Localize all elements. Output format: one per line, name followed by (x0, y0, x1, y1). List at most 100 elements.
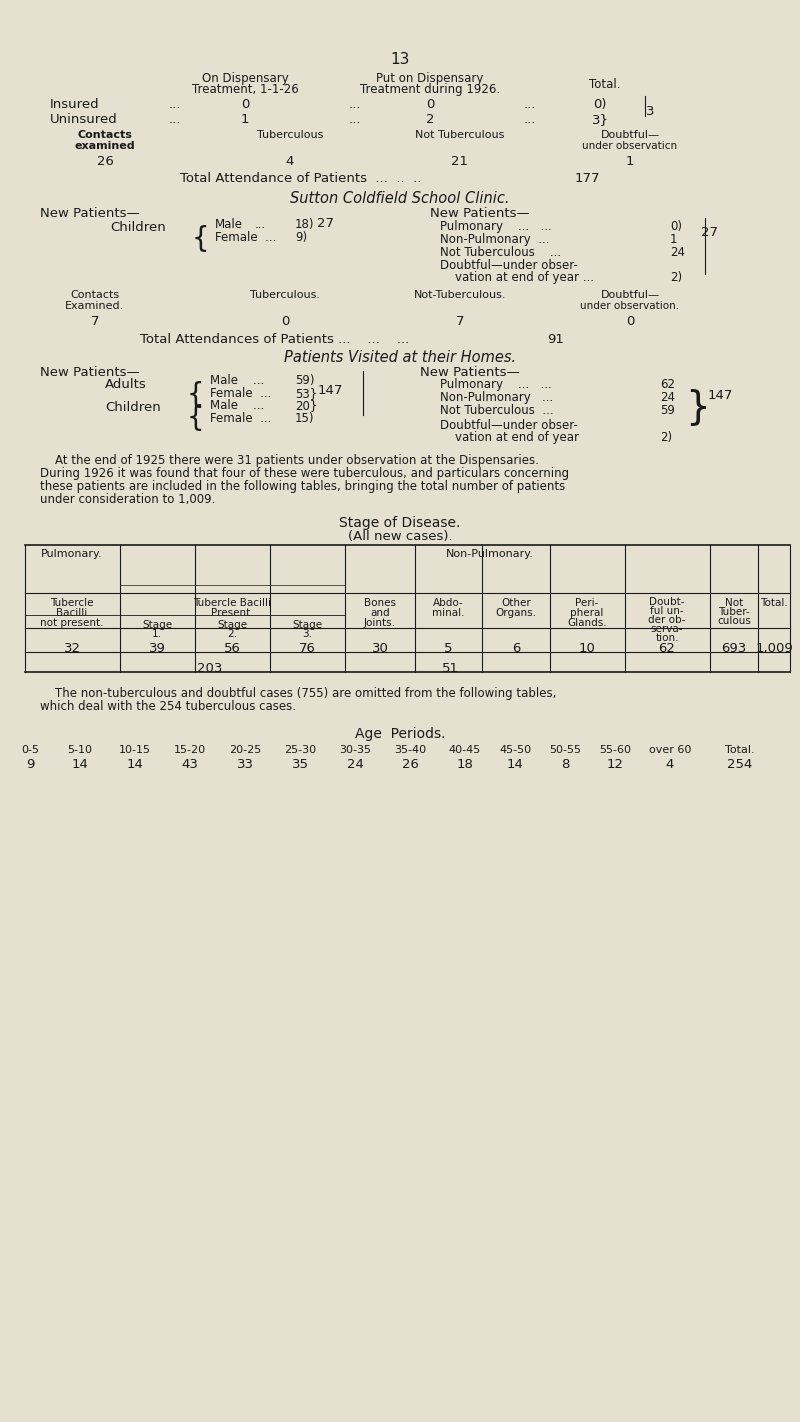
Text: 50-55: 50-55 (549, 745, 581, 755)
Text: 9: 9 (26, 758, 34, 771)
Text: under observation.: under observation. (581, 301, 679, 311)
Text: Stage: Stage (292, 620, 322, 630)
Text: {: { (186, 404, 204, 432)
Text: Uninsured: Uninsured (50, 112, 118, 127)
Text: 2: 2 (426, 112, 434, 127)
Text: vation at end of year: vation at end of year (455, 431, 579, 444)
Text: Pulmonary    ...   ...: Pulmonary ... ... (440, 220, 552, 233)
Text: 12: 12 (606, 758, 623, 771)
Text: 254: 254 (727, 758, 753, 771)
Text: Doubt-: Doubt- (650, 597, 685, 607)
Text: under observatiсn: under observatiсn (582, 141, 678, 151)
Text: 27: 27 (317, 218, 334, 230)
Text: 147: 147 (707, 390, 733, 402)
Text: 1,009: 1,009 (755, 641, 793, 656)
Text: 59: 59 (660, 404, 675, 417)
Text: 59): 59) (295, 374, 314, 387)
Text: 39: 39 (149, 641, 166, 656)
Text: New Patients—: New Patients— (40, 208, 140, 220)
Text: 27: 27 (702, 226, 718, 239)
Text: Not-Tuberculous.: Not-Tuberculous. (414, 290, 506, 300)
Text: Stage of Disease.: Stage of Disease. (339, 516, 461, 530)
Text: 3}: 3} (591, 112, 609, 127)
Text: Stage: Stage (217, 620, 247, 630)
Text: Peri-: Peri- (575, 599, 598, 609)
Text: minal.: minal. (432, 609, 464, 619)
Text: 26: 26 (402, 758, 418, 771)
Text: which deal with the 254 tuberculous cases.: which deal with the 254 tuberculous case… (40, 700, 296, 712)
Text: Children: Children (105, 401, 161, 414)
Text: 0: 0 (426, 98, 434, 111)
Text: 21: 21 (451, 155, 469, 168)
Text: 14: 14 (126, 758, 143, 771)
Text: Doubtful—: Doubtful— (601, 129, 659, 139)
Text: vation at end of year ...: vation at end of year ... (455, 272, 594, 284)
Text: Stage: Stage (142, 620, 172, 630)
Text: tion.: tion. (655, 633, 678, 643)
Text: 4: 4 (666, 758, 674, 771)
Text: 0): 0) (670, 220, 682, 233)
Text: Bacilli: Bacilli (56, 609, 88, 619)
Text: Male    ...: Male ... (210, 400, 264, 412)
Text: Contacts: Contacts (70, 290, 119, 300)
Text: 24: 24 (660, 391, 675, 404)
Text: 7: 7 (90, 316, 99, 328)
Text: 203: 203 (198, 663, 222, 675)
Text: ...: ... (255, 218, 266, 230)
Text: 0-5: 0-5 (21, 745, 39, 755)
Text: At the end of 1925 there were 31 patients under observation at the Dispensaries.: At the end of 1925 there were 31 patient… (55, 454, 539, 466)
Text: Pulmonary    ...   ...: Pulmonary ... ... (440, 378, 552, 391)
Text: 35-40: 35-40 (394, 745, 426, 755)
Text: Total Attendance of Patients  ...  ..  ..: Total Attendance of Patients ... .. .. (180, 172, 422, 185)
Text: Total.: Total. (760, 599, 788, 609)
Text: Non-Pulmonary.: Non-Pulmonary. (446, 549, 534, 559)
Text: Non-Pulmonary  ...: Non-Pulmonary ... (440, 233, 550, 246)
Text: ...: ... (524, 98, 536, 111)
Text: Glands.: Glands. (567, 619, 607, 629)
Text: 2): 2) (660, 431, 672, 444)
Text: Doubtful—: Doubtful— (601, 290, 659, 300)
Text: The non-tuberculous and doubtful cases (755) are omitted from the following tabl: The non-tuberculous and doubtful cases (… (55, 687, 556, 700)
Text: 20-25: 20-25 (229, 745, 261, 755)
Text: Tuberculous: Tuberculous (257, 129, 323, 139)
Text: 18: 18 (457, 758, 474, 771)
Text: Male: Male (215, 218, 243, 230)
Text: over 60: over 60 (649, 745, 691, 755)
Text: ...: ... (524, 112, 536, 127)
Text: Female  ...: Female ... (215, 230, 276, 245)
Text: these patients are included in the following tables, bringing the total number o: these patients are included in the follo… (40, 481, 566, 493)
Text: 1: 1 (670, 233, 678, 246)
Text: 15-20: 15-20 (174, 745, 206, 755)
Text: Tubercle Bacilli: Tubercle Bacilli (193, 599, 271, 609)
Text: 5-10: 5-10 (67, 745, 93, 755)
Text: 55-60: 55-60 (599, 745, 631, 755)
Text: 3.: 3. (302, 629, 312, 638)
Text: Examined.: Examined. (66, 301, 125, 311)
Text: ...: ... (349, 98, 361, 111)
Text: not present.: not present. (40, 619, 104, 629)
Text: ...: ... (169, 98, 181, 111)
Text: 9): 9) (295, 230, 307, 245)
Text: Female  ...: Female ... (210, 412, 271, 425)
Text: During 1926 it was found that four of these were tuberculous, and particulars co: During 1926 it was found that four of th… (40, 466, 569, 481)
Text: 91: 91 (547, 333, 564, 346)
Text: Treatment, 1-1-26: Treatment, 1-1-26 (192, 82, 298, 97)
Text: 8: 8 (561, 758, 569, 771)
Text: Female  ...: Female ... (210, 387, 271, 400)
Text: Not: Not (725, 599, 743, 609)
Text: ...: ... (169, 112, 181, 127)
Text: Sutton Coldfield School Clinic.: Sutton Coldfield School Clinic. (290, 191, 510, 206)
Text: Total.: Total. (725, 745, 755, 755)
Text: 10-15: 10-15 (119, 745, 151, 755)
Text: {: { (186, 381, 204, 410)
Text: der ob-: der ob- (648, 614, 686, 626)
Text: Tuberculous.: Tuberculous. (250, 290, 320, 300)
Text: 45-50: 45-50 (499, 745, 531, 755)
Text: Age  Periods.: Age Periods. (354, 727, 446, 741)
Text: Adults: Adults (105, 378, 146, 391)
Text: Organs.: Organs. (495, 609, 537, 619)
Text: 25-30: 25-30 (284, 745, 316, 755)
Text: 7: 7 (456, 316, 464, 328)
Text: 14: 14 (71, 758, 89, 771)
Text: Bones: Bones (364, 599, 396, 609)
